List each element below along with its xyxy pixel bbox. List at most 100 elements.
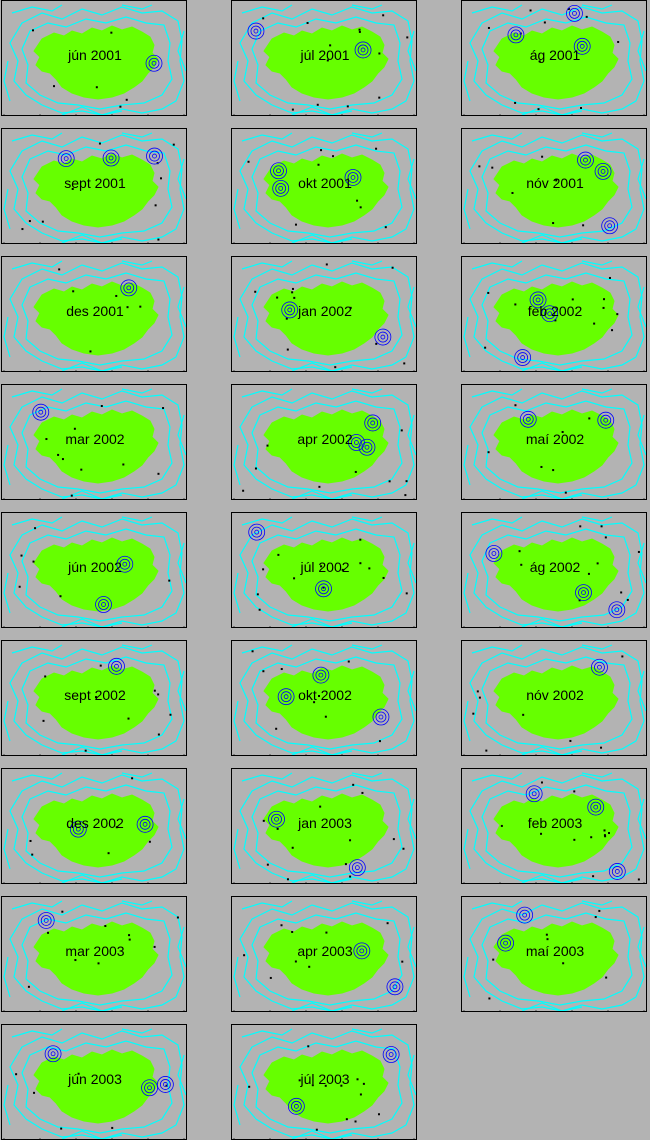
- event-ring: [281, 301, 299, 319]
- iceland-map: [463, 900, 646, 1011]
- event-dot: [139, 305, 142, 308]
- depth-contour: [251, 784, 403, 878]
- event-dot: [541, 155, 544, 158]
- event-dot: [401, 960, 404, 963]
- event-dot: [32, 560, 35, 563]
- event-dot: [537, 108, 540, 111]
- depth-contour: [463, 772, 646, 883]
- event-ring: [37, 912, 55, 929]
- event-ring: [72, 823, 84, 835]
- event-dot: [540, 465, 543, 468]
- event-ring: [321, 586, 326, 592]
- event-dot: [487, 26, 490, 29]
- event-dot: [552, 222, 555, 225]
- event-dot: [637, 550, 640, 553]
- event-dot: [356, 199, 359, 202]
- depth-contour: [233, 4, 416, 115]
- event-ring: [98, 599, 109, 610]
- depth-contour: [239, 390, 415, 499]
- event-dot: [291, 930, 294, 933]
- event-dot: [20, 554, 23, 557]
- event-ring: [377, 331, 389, 343]
- event-dot: [582, 224, 585, 227]
- event-dot: [157, 238, 160, 241]
- event-ring: [44, 1045, 62, 1063]
- event-ring: [392, 984, 398, 990]
- iceland-map: [3, 260, 186, 371]
- event-dot: [266, 863, 269, 866]
- event-ring: [614, 607, 620, 613]
- event-dot: [603, 829, 606, 832]
- event-dot: [242, 489, 245, 492]
- event-dot: [571, 298, 574, 301]
- event-dot: [294, 223, 297, 226]
- event-ring: [350, 175, 356, 180]
- event-ring: [126, 285, 132, 291]
- event-dot: [520, 563, 523, 566]
- event-dot: [487, 451, 490, 454]
- map-panel: ág 2002: [461, 512, 647, 628]
- event-ring: [544, 308, 556, 320]
- event-dot: [391, 266, 394, 269]
- event-dot: [593, 322, 596, 325]
- event-ring: [601, 217, 619, 235]
- map-panel: júl 2003: [231, 1024, 417, 1140]
- event-dot: [243, 954, 246, 957]
- iceland-map: [463, 4, 646, 115]
- depth-contour: [3, 1028, 186, 1139]
- event-dot: [564, 491, 567, 494]
- event-ring: [344, 169, 362, 186]
- event-ring: [105, 152, 117, 164]
- event-dot: [104, 924, 107, 927]
- event-ring: [40, 915, 52, 926]
- land-mass: [263, 665, 389, 740]
- event-dot: [77, 1072, 80, 1075]
- map-panel: nóv 2002: [461, 640, 647, 756]
- event-dot: [543, 21, 546, 24]
- event-ring: [108, 155, 114, 161]
- map-panel: jan 2003: [231, 768, 417, 884]
- depth-contour: [481, 784, 633, 878]
- event-dot: [616, 313, 619, 316]
- event-dot: [332, 155, 335, 158]
- depth-contour: [463, 900, 646, 1011]
- event-dot: [311, 1084, 314, 1087]
- event-ring: [517, 352, 529, 363]
- event-dot: [157, 472, 160, 475]
- event-ring: [50, 1051, 56, 1057]
- event-dot: [511, 191, 514, 194]
- event-dot: [485, 749, 488, 752]
- event-ring: [108, 657, 125, 675]
- event-ring: [510, 29, 522, 41]
- depth-contour: [469, 518, 645, 627]
- depth-contour: [233, 260, 416, 371]
- event-dot: [97, 962, 100, 965]
- event-dot: [276, 296, 279, 299]
- event-ring: [284, 304, 296, 316]
- event-ring: [101, 602, 106, 607]
- map-panel: apr 2003: [231, 896, 417, 1012]
- map-panel: okt 2002: [231, 640, 417, 756]
- event-ring: [359, 948, 365, 954]
- depth-contour: [469, 6, 645, 115]
- event-ring: [123, 282, 135, 294]
- land-mass: [493, 25, 619, 100]
- iceland-map: [3, 132, 186, 243]
- event-dot: [148, 840, 151, 843]
- event-dot: [45, 438, 48, 441]
- event-dot: [119, 105, 122, 108]
- event-dot: [44, 675, 47, 678]
- event-ring: [522, 912, 528, 918]
- iceland-map: [3, 900, 186, 1011]
- event-dot: [70, 494, 73, 497]
- event-ring: [608, 863, 626, 880]
- event-dot: [293, 296, 296, 299]
- depth-contour: [481, 272, 633, 366]
- event-dot: [94, 696, 97, 699]
- event-ring: [528, 788, 540, 800]
- event-ring: [525, 785, 543, 803]
- depth-contour: [251, 656, 403, 750]
- map-panel: feb 2003: [461, 768, 647, 884]
- map-panel: nóv 2001: [461, 128, 647, 244]
- event-ring: [380, 334, 386, 340]
